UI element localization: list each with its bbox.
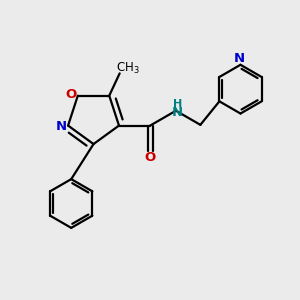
Text: O: O (145, 151, 156, 164)
Text: CH$_3$: CH$_3$ (116, 61, 140, 76)
Text: N: N (172, 106, 183, 119)
Text: N: N (233, 52, 244, 65)
Text: O: O (66, 88, 77, 101)
Text: N: N (56, 120, 67, 133)
Text: H: H (173, 99, 182, 109)
